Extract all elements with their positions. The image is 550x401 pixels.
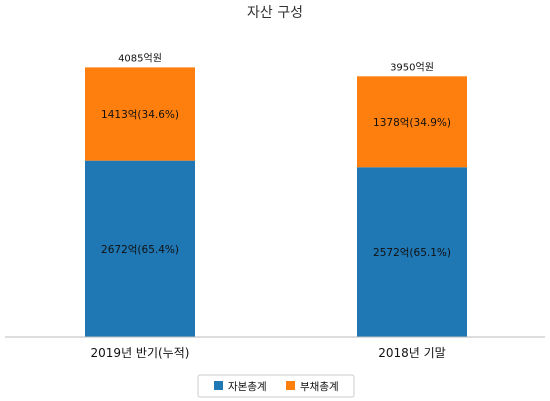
bar-liabilities-0 [85, 67, 195, 161]
legend-swatch-1 [286, 381, 295, 390]
bar-value-label: 1413억(34.6%) [101, 109, 179, 121]
total-label: 4085억원 [118, 52, 162, 64]
category-label: 2019년 반기(누적) [91, 346, 190, 360]
bar-equity-0 [85, 160, 195, 337]
bar-liabilities-1 [357, 76, 467, 168]
bar-value-label: 2672억(65.4%) [101, 244, 179, 256]
legend-swatch-0 [214, 381, 223, 390]
bar-value-label: 1378억(34.9%) [373, 117, 451, 129]
bar-value-label: 2572억(65.1%) [373, 247, 451, 259]
category-labels: 2019년 반기(누적) 2018년 기말 [91, 346, 446, 360]
legend-label-1: 부채총계 [300, 381, 339, 393]
chart-title: 자산 구성 [247, 5, 303, 21]
legend: 자본총계 부채총계 [197, 374, 355, 398]
category-label: 2018년 기말 [378, 346, 445, 360]
bar-equity-1 [357, 167, 467, 337]
bars-layer: 2672억(65.4%) 1413억(34.6%) 4085억원 2572억(65.1… [85, 52, 467, 337]
legend-box [197, 374, 355, 398]
legend-items: 자본총계 부채총계 [214, 381, 339, 393]
total-label: 3950억원 [390, 61, 434, 73]
legend-label-0: 자본총계 [228, 381, 267, 393]
